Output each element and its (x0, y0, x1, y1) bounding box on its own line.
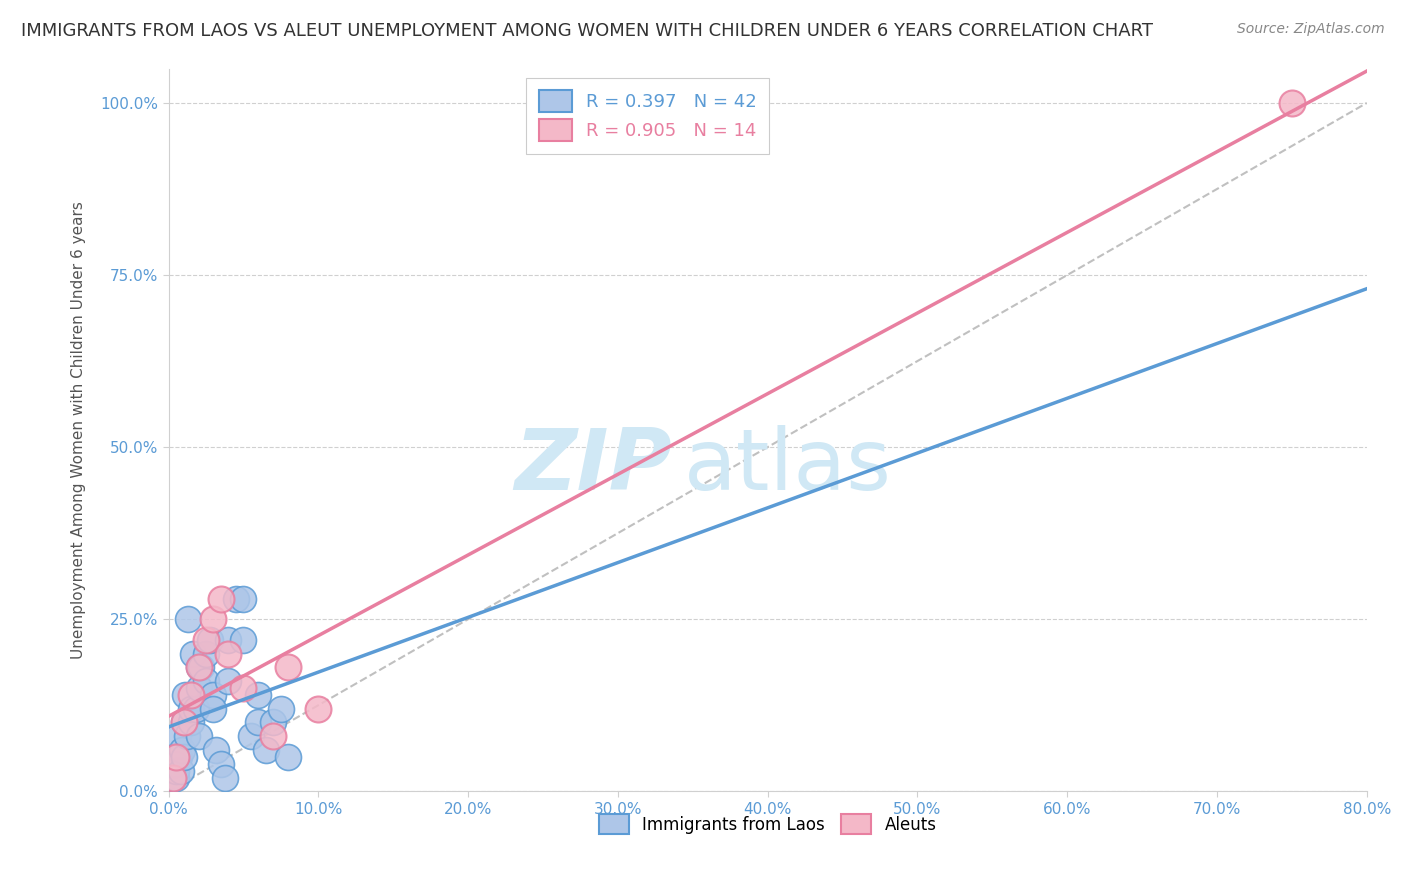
Point (162, 771, 184, 785)
Point (162, 771, 184, 785)
Point (190, 660, 212, 674)
Point (173, 715, 195, 730)
Point (181, 647, 204, 661)
Point (277, 660, 299, 674)
Point (180, 688, 202, 702)
Text: ZIP: ZIP (515, 425, 672, 508)
Point (166, 729, 188, 743)
Point (180, 701, 202, 715)
Point (217, 647, 239, 661)
Point (202, 688, 225, 702)
Point (214, 771, 236, 785)
Point (165, 771, 187, 785)
Point (173, 749, 195, 764)
Point (1281, 95, 1303, 110)
Point (195, 632, 218, 647)
Point (177, 612, 200, 626)
Point (217, 632, 239, 647)
Point (180, 715, 202, 730)
Point (277, 749, 299, 764)
Point (200, 632, 222, 647)
Point (184, 701, 207, 715)
Point (262, 715, 284, 730)
Point (160, 771, 183, 785)
Point (187, 660, 209, 674)
Point (232, 591, 254, 606)
Point (165, 764, 187, 778)
Text: IMMIGRANTS FROM LAOS VS ALEUT UNEMPLOYMENT AMONG WOMEN WITH CHILDREN UNDER 6 YEA: IMMIGRANTS FROM LAOS VS ALEUT UNEMPLOYME… (21, 22, 1153, 40)
Point (307, 701, 329, 715)
Point (205, 743, 228, 757)
Point (247, 715, 270, 730)
Point (209, 756, 232, 771)
Text: Source: ZipAtlas.com: Source: ZipAtlas.com (1237, 22, 1385, 37)
Point (187, 729, 209, 743)
Point (176, 729, 198, 743)
Point (167, 749, 190, 764)
Point (232, 632, 254, 647)
Point (174, 688, 197, 702)
Point (239, 729, 262, 743)
Point (163, 756, 186, 771)
Point (169, 764, 191, 778)
Point (165, 749, 187, 764)
Text: atlas: atlas (683, 425, 891, 508)
Point (202, 701, 225, 715)
Point (225, 591, 247, 606)
Point (254, 743, 277, 757)
Point (262, 729, 284, 743)
Y-axis label: Unemployment Among Women with Children Under 6 years: Unemployment Among Women with Children U… (72, 201, 86, 659)
Point (247, 688, 270, 702)
Point (187, 660, 209, 674)
Point (195, 647, 218, 661)
Legend: Immigrants from Laos, Aleuts: Immigrants from Laos, Aleuts (589, 804, 946, 845)
Point (170, 743, 193, 757)
Point (209, 591, 232, 606)
Point (173, 715, 195, 730)
Point (232, 681, 254, 695)
Point (270, 701, 292, 715)
Point (187, 681, 209, 695)
Point (202, 612, 225, 626)
Point (217, 674, 239, 689)
Point (195, 674, 218, 689)
